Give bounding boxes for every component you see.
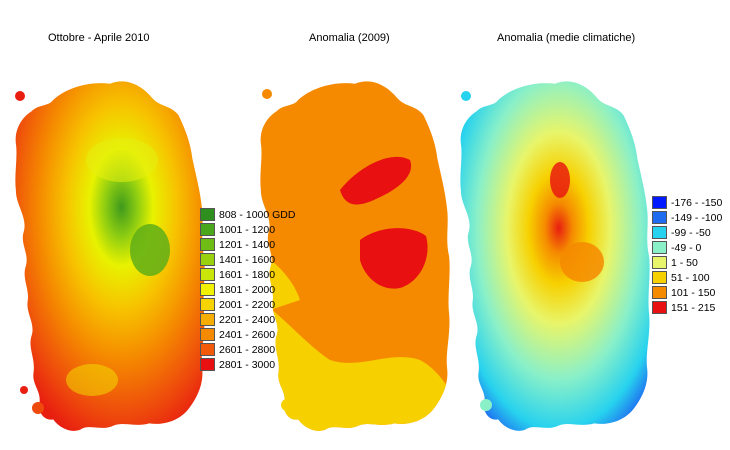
- legend-label: 808 - 1000 GDD: [219, 208, 296, 221]
- legend-item: -49 - 0: [652, 240, 722, 255]
- map-clim-hotspot-center: [560, 242, 604, 282]
- legend-label: 1601 - 1800: [219, 268, 276, 281]
- legend-item: -149 - -100: [652, 210, 722, 225]
- map-gdd-south-hills: [66, 364, 118, 396]
- legend-swatch: [200, 223, 215, 236]
- legend-anomaly-climate: -176 - -150 -149 - -100 -99 - -50 -49 - 0 1 …: [652, 195, 722, 315]
- map-2009-hotspot-north: [340, 156, 412, 205]
- map-clim-hotspot-north: [550, 162, 570, 198]
- legend-label: 1401 - 1600: [219, 253, 276, 266]
- map-clim-islet-sw: [480, 399, 492, 411]
- legend-swatch: [652, 196, 667, 209]
- legend-item: 2001 - 2200: [200, 297, 295, 312]
- legend-swatch: [652, 271, 667, 284]
- legend-item: 2801 - 3000: [200, 357, 295, 372]
- legend-swatch: [200, 208, 215, 221]
- legend-swatch: [200, 268, 215, 281]
- map-2009-islet-sw: [281, 399, 293, 411]
- legend-swatch: [652, 211, 667, 224]
- legend-swatch: [652, 301, 667, 314]
- legend-label: 2201 - 2400: [219, 313, 276, 326]
- legend-label: -49 - 0: [671, 241, 702, 254]
- map-gdd-islet-north: [15, 91, 25, 101]
- legend-label: 1201 - 1400: [219, 238, 276, 251]
- legend-label: 2801 - 3000: [219, 358, 276, 371]
- legend-item: 1601 - 1800: [200, 267, 295, 282]
- map-gdd: [15, 81, 205, 431]
- map-gdd-islet-west: [20, 386, 28, 394]
- map-2009-islet-north: [262, 89, 272, 99]
- title-anomaly-climate-map: Anomalia (medie climatiche): [497, 32, 636, 44]
- legend-item: 808 - 1000 GDD: [200, 207, 295, 222]
- map-gdd-highland: [130, 224, 170, 276]
- legend-label: -149 - -100: [671, 211, 723, 224]
- legend-swatch: [200, 358, 215, 371]
- map-gdd-islet-sw: [32, 402, 44, 414]
- legend-item: 1801 - 2000: [200, 282, 295, 297]
- legend-swatch: [652, 226, 667, 239]
- map-gdd-north-hills: [86, 138, 158, 182]
- legend-swatch: [652, 256, 667, 269]
- legend-item: 1001 - 1200: [200, 222, 295, 237]
- legend-label: 2001 - 2200: [219, 298, 276, 311]
- legend-swatch: [200, 283, 215, 296]
- legend-item: 2401 - 2600: [200, 327, 295, 342]
- legend-swatch: [652, 286, 667, 299]
- legend-label: -99 - -50: [671, 226, 711, 239]
- legend-label: 51 - 100: [671, 271, 710, 284]
- legend-gdd: 808 - 1000 GDD 1001 - 1200 1201 - 1400 1401…: [200, 207, 295, 372]
- legend-label: 1001 - 1200: [219, 223, 276, 236]
- legend-label: 101 - 150: [671, 286, 716, 299]
- legend-item: 151 - 215: [652, 300, 722, 315]
- legend-item: -176 - -150: [652, 195, 722, 210]
- map-anomaly-climate: [460, 81, 650, 431]
- legend-swatch: [200, 343, 215, 356]
- legend-item: 101 - 150: [652, 285, 722, 300]
- legend-label: 1 - 50: [671, 256, 698, 269]
- legend-label: 2601 - 2800: [219, 343, 276, 356]
- legend-item: 2601 - 2800: [200, 342, 295, 357]
- legend-label: -176 - -150: [671, 196, 723, 209]
- legend-item: 2201 - 2400: [200, 312, 295, 327]
- legend-item: 1 - 50: [652, 255, 722, 270]
- map-2009-south-low: [260, 290, 450, 431]
- legend-swatch: [200, 328, 215, 341]
- map-clim-islet-north: [461, 91, 471, 101]
- legend-item: 1401 - 1600: [200, 252, 295, 267]
- legend-swatch: [200, 313, 215, 326]
- title-gdd-map: Ottobre - Aprile 2010: [48, 32, 150, 44]
- map-2009-hotspot-center: [360, 228, 428, 289]
- legend-swatch: [200, 253, 215, 266]
- legend-label: 1801 - 2000: [219, 283, 276, 296]
- legend-swatch: [200, 298, 215, 311]
- legend-item: -99 - -50: [652, 225, 722, 240]
- title-anomaly-2009-map: Anomalia (2009): [309, 32, 390, 44]
- legend-swatch: [652, 241, 667, 254]
- legend-item: 1201 - 1400: [200, 237, 295, 252]
- legend-swatch: [200, 238, 215, 251]
- legend-label: 151 - 215: [671, 301, 716, 314]
- legend-item: 51 - 100: [652, 270, 722, 285]
- legend-label: 2401 - 2600: [219, 328, 276, 341]
